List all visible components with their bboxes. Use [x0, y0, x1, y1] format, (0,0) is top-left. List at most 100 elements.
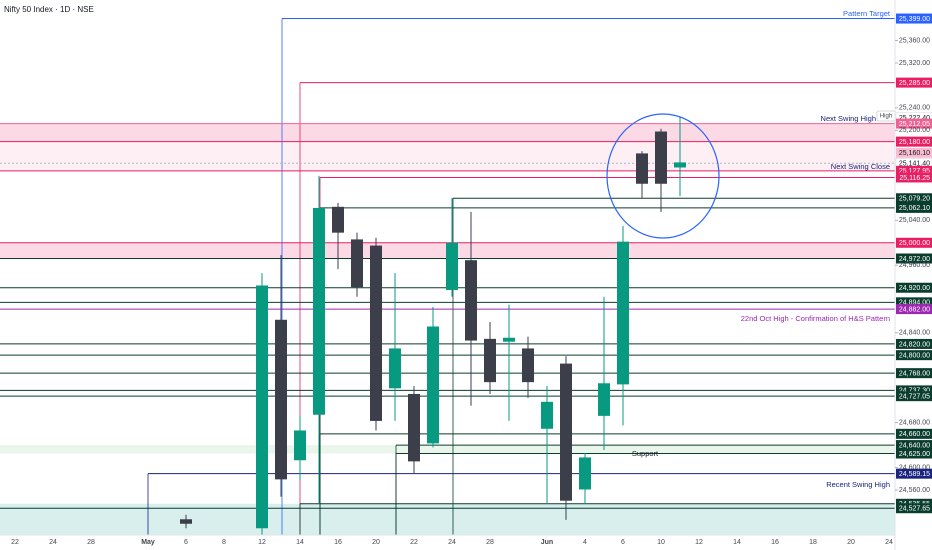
y-tick-label: 25,320.00 — [899, 60, 930, 67]
candle-body — [503, 337, 515, 342]
level-label: 25,062.10 — [899, 205, 930, 212]
x-tick-label: 16 — [334, 539, 342, 546]
x-tick-label: 28 — [87, 539, 95, 546]
x-tick-label: 20 — [847, 539, 855, 546]
level-label-box — [896, 503, 932, 514]
x-tick-label: 24 — [448, 539, 456, 546]
level-label-box — [896, 350, 932, 361]
axes: 25,399.0025,285.0025,222.4025,212.0525,1… — [11, 13, 932, 546]
y-tick-label: 24,600.00 — [899, 464, 930, 471]
candle-body — [446, 242, 458, 290]
x-tick-label: 22 — [11, 539, 19, 546]
x-tick-label: May — [141, 539, 155, 546]
candle-body — [655, 131, 667, 184]
level-label: 24,820.00 — [899, 341, 930, 348]
candle-body — [351, 239, 363, 288]
level-label: 25,180.00 — [899, 139, 930, 146]
y-tick-label: 24,840.00 — [899, 330, 930, 337]
y-tick-label: 25,360.00 — [899, 37, 930, 44]
x-tick-label: 6 — [621, 539, 625, 546]
candle-body — [674, 162, 686, 168]
level-label-box — [896, 13, 932, 24]
x-tick-label: 14 — [296, 539, 304, 546]
candle-body — [180, 519, 192, 524]
level-label-box — [896, 282, 932, 293]
candle-body — [256, 285, 268, 529]
chart-title: Nifty 50 Index · 1D · NSE — [4, 5, 94, 14]
level-label-box — [896, 237, 932, 248]
annotation: 22nd Oct High - Confirmation of H&S Patt… — [741, 314, 890, 323]
candle-body — [370, 245, 382, 421]
level-label-box — [896, 448, 932, 459]
level-label: 24,660.00 — [899, 431, 930, 438]
level-label: 24,894.00 — [899, 300, 930, 307]
level-label-box — [896, 440, 932, 451]
x-tick-label: 8 — [222, 539, 226, 546]
level-label-box — [896, 304, 932, 315]
candle-body — [522, 348, 534, 383]
level-label-box — [896, 77, 932, 88]
candle-body — [275, 319, 287, 480]
zones — [0, 123, 895, 535]
annotation: Next Swing Close — [831, 162, 890, 171]
level-label-box — [896, 136, 932, 147]
level-label: 25,160.10 — [899, 150, 930, 157]
candle-body — [541, 401, 553, 429]
x-tick-label: 12 — [695, 539, 703, 546]
level-label-box — [896, 165, 932, 176]
candles — [180, 116, 686, 535]
level-label-box — [896, 391, 932, 402]
zone — [0, 123, 895, 142]
level-label-box — [896, 368, 932, 379]
level-label: 25,127.95 — [899, 168, 930, 175]
x-tick-label: 10 — [657, 539, 665, 546]
level-label-box — [896, 385, 932, 396]
level-label: 25,079.20 — [899, 196, 930, 203]
x-tick-label: 28 — [486, 539, 494, 546]
candle-body — [313, 207, 325, 415]
candle-body — [598, 383, 610, 416]
candle-body — [484, 338, 496, 383]
level-label: 24,768.00 — [899, 370, 930, 377]
level-label: 25,141.40 — [899, 161, 930, 168]
candle-body — [579, 457, 591, 490]
level-label-box — [896, 338, 932, 349]
annotation: High — [880, 114, 892, 120]
x-tick-label: 6 — [184, 539, 188, 546]
candle-body — [408, 393, 420, 462]
level-label: 25,399.00 — [899, 16, 930, 23]
y-tick-label: 24,960.00 — [899, 262, 930, 269]
level-label-box — [896, 193, 932, 204]
level-label-box — [896, 253, 932, 264]
level-label: 24,727.05 — [899, 394, 930, 401]
level-label-box — [896, 297, 932, 308]
candle-body — [560, 363, 572, 501]
level-label-box — [896, 468, 932, 479]
annotations: Pattern Target Next Swing High High Next Sw… — [632, 9, 896, 489]
level-label: 24,882.00 — [899, 306, 930, 313]
y-tick-label: 25,200.00 — [899, 127, 930, 134]
level-label: 25,116.25 — [899, 175, 930, 182]
candle-body — [389, 348, 401, 389]
candle-body — [465, 260, 477, 341]
level-label: 24,527.65 — [899, 506, 930, 513]
level-label-box — [896, 428, 932, 439]
zone — [0, 141, 895, 171]
zone — [0, 503, 895, 535]
y-tick-label: 25,240.00 — [899, 105, 930, 112]
level-label: 25,285.00 — [899, 80, 930, 87]
y-tick-label: 25,040.00 — [899, 217, 930, 224]
candle-body — [294, 430, 306, 461]
level-label: 24,920.00 — [899, 285, 930, 292]
level-label-box — [896, 118, 932, 129]
level-label: 25,000.00 — [899, 240, 930, 247]
y-tick-label: 24,680.00 — [899, 419, 930, 426]
annotation: Pattern Target — [843, 9, 891, 18]
highlight-circle — [606, 113, 720, 239]
annotation: Support — [632, 449, 659, 458]
level-label-box — [896, 202, 932, 213]
x-tick-label: 24 — [49, 539, 57, 546]
x-tick-label: 20 — [372, 539, 380, 546]
x-tick-label: Jun — [541, 539, 553, 546]
